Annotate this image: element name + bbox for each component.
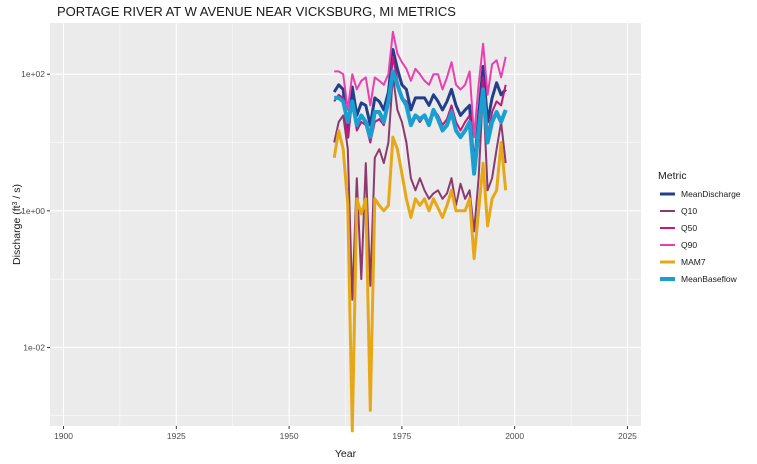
x-tick-label: 1975	[392, 431, 411, 441]
x-tick-label: 2000	[505, 431, 524, 441]
legend-title: Metric	[658, 170, 687, 182]
legend-label-q10: Q10	[681, 206, 697, 216]
series-line-q90	[334, 30, 507, 139]
x-axis: 1900 1925 1950 1975 2000 2025	[54, 426, 637, 441]
y-axis: 1e-02 1e+00 1e+02	[21, 69, 50, 352]
legend: Metric MeanDischarge Q10 Q50 Q90 MAM7 MeanBas…	[658, 170, 741, 284]
x-axis-title: Year	[335, 448, 357, 460]
x-tick-label: 1950	[280, 431, 299, 441]
legend-label-q50: Q50	[681, 223, 697, 233]
series-line-q10	[333, 74, 507, 301]
legend-label-meanbaseflow: MeanBaseflow	[681, 274, 738, 284]
legend-label-meandischarge: MeanDischarge	[681, 189, 741, 199]
y-axis-title-prefix: Discharge (ft	[11, 205, 23, 265]
grid-major	[50, 23, 641, 426]
series-line-meanbaseflow	[334, 69, 508, 176]
y-axis-title: Discharge (ft3 / s)	[11, 184, 23, 265]
legend-label-mam7: MAM7	[681, 257, 706, 267]
x-tick-label: 2025	[618, 431, 637, 441]
x-tick-label: 1900	[54, 431, 73, 441]
x-tick-label: 1925	[167, 431, 186, 441]
series-layer	[332, 30, 508, 433]
y-axis-title-superscript: 3	[12, 201, 19, 205]
y-tick-label: 1e-02	[23, 342, 45, 352]
y-tick-label: 1e+00	[21, 206, 45, 216]
chart-title: PORTAGE RIVER AT W AVENUE NEAR VICKSBURG…	[57, 4, 456, 19]
legend-label-q90: Q90	[681, 240, 697, 250]
y-axis-title-suffix: / s)	[11, 184, 23, 202]
y-tick-label: 1e+02	[21, 69, 45, 79]
series-line-mam7	[332, 129, 508, 433]
